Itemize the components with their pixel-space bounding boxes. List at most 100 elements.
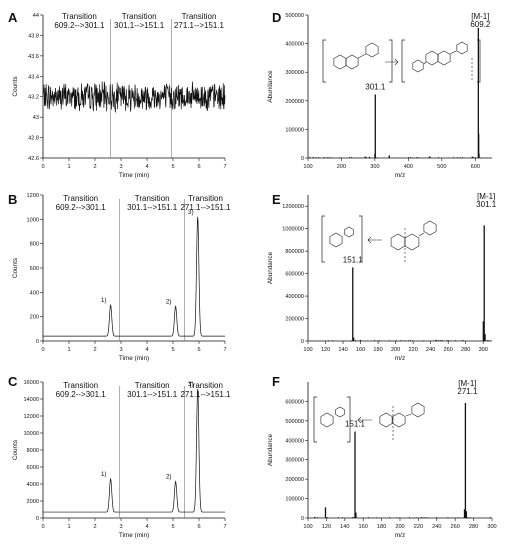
x-tick-label: 200 [391,347,400,353]
x-tick-label: 7 [223,164,226,170]
transition-mrm: 301.1-->151.1 [127,390,178,399]
panel-label: C [8,374,18,389]
ion-label: [M-1] [471,12,489,21]
x-tick-label: 1 [67,164,70,170]
x-tick-label: 300 [370,164,379,170]
ion-mz-label: 609.2 [470,20,491,29]
y-tick-label: 100000 [285,497,304,503]
x-tick-label: 4 [145,164,148,170]
y-tick-label: 800 [30,242,39,248]
x-tick-label: 7 [223,347,226,353]
y-tick-label: 500000 [285,419,304,425]
y-tick-label: 43.4 [28,74,39,80]
y-tick-label: 43 [33,115,39,121]
x-tick-label: 4 [145,347,148,353]
transition-mrm: 609.2-->301.1 [56,390,107,399]
y-tick-label: 1000 [27,217,39,223]
y-tick-label: 600000 [285,399,304,405]
y-tick-label: 44 [33,13,39,19]
y-tick-label: 42.8 [28,136,39,142]
transition-mrm: 271.1-->151.1 [180,203,231,212]
y-axis-label: Counts [12,440,19,460]
x-tick-label: 160 [359,524,368,530]
x-tick-label: 3 [119,524,122,530]
x-tick-label: 280 [469,524,478,530]
x-tick-label: 100 [303,524,312,530]
y-tick-label: 4000 [27,482,39,488]
x-tick-label: 6 [197,524,200,530]
x-tick-label: 280 [461,347,470,353]
y-tick-label: 2000 [27,499,39,505]
x-tick-label: 220 [414,524,423,530]
y-tick-label: 200000 [285,477,304,483]
x-tick-label: 220 [408,347,417,353]
x-axis-label: Time (min) [119,172,149,179]
x-tick-label: 5 [171,164,174,170]
x-tick-label: 300 [479,347,488,353]
structure-drawing [322,39,481,83]
ion-mz-label: 301.1 [476,200,497,209]
x-tick-label: 3 [119,164,122,170]
x-tick-label: 260 [444,347,453,353]
y-tick-label: 10000 [23,431,39,437]
x-tick-label: 1 [67,347,70,353]
x-axis-label: m/z [395,355,405,362]
y-tick-label: 200000 [285,99,304,105]
axes [42,15,225,159]
panel-label: A [8,10,18,25]
peak-label: 2) [166,298,172,305]
panel-label: E [272,192,281,207]
x-tick-label: 180 [377,524,386,530]
transition-title: Transition [188,381,223,390]
y-axis-label: Counts [12,76,19,96]
panel-label: F [272,374,280,389]
x-tick-label: 400 [404,164,413,170]
x-tick-label: 0 [41,164,44,170]
y-axis-label: Abundance [267,251,274,284]
y-axis-label: Abundance [267,433,274,466]
axes [307,382,492,519]
fragment-label: 151.1 [345,420,366,429]
y-tick-label: 1000000 [282,227,304,233]
x-tick-label: 120 [322,524,331,530]
y-axis-label: Counts [12,258,19,278]
x-tick-label: 260 [451,524,460,530]
x-tick-label: 100 [303,347,312,353]
transition-mrm: 301.1-->151.1 [114,21,165,30]
structure-drawing [321,215,437,263]
y-tick-label: 800000 [285,249,304,255]
y-tick-label: 43.6 [28,54,39,60]
x-tick-label: 7 [223,524,226,530]
y-axis-label: Abundance [267,70,274,103]
peak-label: 1) [101,297,107,304]
x-axis-label: Time (min) [119,355,149,362]
x-tick-label: 2 [93,524,96,530]
y-tick-label: 600 [30,266,39,272]
axes [307,195,492,342]
y-tick-label: 43.8 [28,33,39,39]
x-tick-label: 6 [197,347,200,353]
x-axis-label: Time (min) [119,532,149,539]
x-tick-label: 100 [303,164,312,170]
y-tick-label: 1200 [27,193,39,199]
y-tick-label: 400000 [285,294,304,300]
ion-mz-label: 271.1 [457,387,478,396]
y-tick-label: 300000 [285,458,304,464]
x-tick-label: 0 [41,347,44,353]
panel-d: D 100 200 300 400 500 600 0 100000 200000 300000 40… [267,10,492,179]
y-tick-label: 43.2 [28,95,39,101]
x-tick-label: 4 [145,524,148,530]
x-tick-label: 140 [338,347,347,353]
transition-title: Transition [135,194,170,203]
transition-title: Transition [63,381,98,390]
peak-label: 3) [188,381,194,388]
x-tick-label: 1 [67,524,70,530]
y-tick-label: 0 [301,156,304,162]
transition-title: Transition [135,381,170,390]
y-tick-label: 1200000 [282,204,304,210]
transition-title: Transition [182,12,217,21]
transition-mrm: 609.2-->301.1 [54,21,105,30]
x-tick-label: 200 [395,524,404,530]
x-tick-label: 0 [41,524,44,530]
y-tick-label: 16000 [23,380,39,386]
